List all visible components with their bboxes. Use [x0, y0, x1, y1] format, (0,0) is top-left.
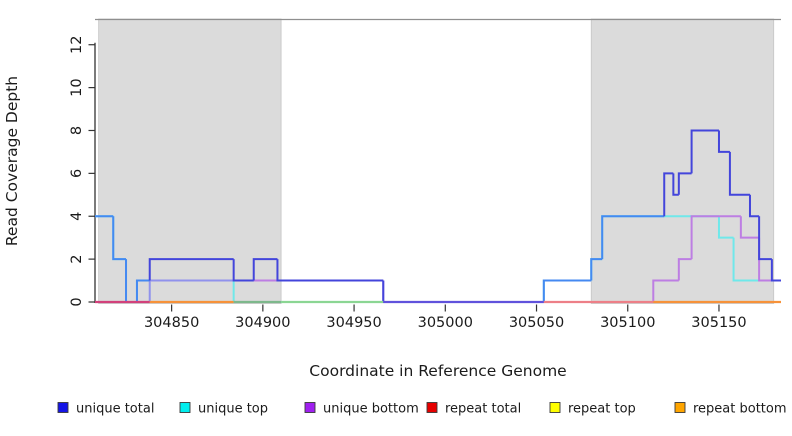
legend-swatch-unique-bottom — [304, 402, 316, 413]
series-line-unique-total — [728, 151, 750, 196]
x-tick-label: 304950 — [326, 315, 381, 331]
y-axis-title: Read Coverage Depth — [3, 76, 21, 246]
x-tick-label: 304850 — [144, 315, 199, 331]
legend-swatch-unique-total — [57, 402, 69, 413]
legend-label-unique-top: unique top — [198, 402, 268, 417]
x-tick-label: 305150 — [691, 315, 746, 331]
x-tick-label: 305050 — [509, 315, 564, 331]
series-line-unique-total — [748, 194, 760, 218]
series-line-unique-top — [717, 216, 734, 239]
legend-label-unique-total: unique total — [76, 402, 154, 417]
series-line-unique-total — [690, 129, 719, 174]
series-line-unique-top — [542, 279, 592, 302]
series-line-unique-total — [770, 259, 781, 282]
series-line-unique-total — [112, 216, 127, 261]
series-line-unique-total — [677, 172, 692, 195]
legend-swatch-unique-top — [179, 402, 191, 413]
y-tick-label: 8 — [69, 126, 85, 135]
legend-swatch-repeat-total — [426, 402, 438, 413]
series-line-unique-total — [542, 279, 592, 302]
x-tick-label: 304900 — [235, 315, 290, 331]
legend-label-repeat-bottom: repeat bottom — [693, 402, 787, 417]
legend-label-repeat-total: repeat total — [445, 402, 521, 417]
series-line-unique-total — [672, 173, 679, 196]
series-line-unique-total — [758, 216, 772, 261]
series-line-unique-total — [148, 258, 234, 281]
series-line-unique-total — [276, 259, 384, 282]
series-line-unique-bottom — [690, 215, 741, 260]
series-line-unique-total — [382, 280, 544, 303]
y-tick-label: 12 — [69, 36, 85, 54]
legend-label-repeat-top: repeat top — [568, 402, 636, 417]
repeat-region — [590, 18, 775, 304]
legend: unique total unique top unique bottom repea… — [57, 402, 787, 417]
legend-label-unique-bottom: unique bottom — [323, 402, 419, 417]
series-line-unique-total — [601, 215, 665, 260]
repeat-region-layer — [98, 18, 775, 304]
y-tick-label: 10 — [69, 78, 85, 96]
series-line-unique-total — [663, 172, 674, 217]
tick-layer: 304850 304900 304950 305000 305050 305100 3051… — [69, 36, 747, 331]
legend-swatch-repeat-top — [549, 402, 561, 413]
series-line-unique-total — [590, 258, 603, 281]
y-tick-label: 4 — [69, 212, 85, 221]
series-line-unique-total — [252, 258, 278, 281]
legend-swatch-repeat-bottom — [674, 402, 686, 413]
series-line-unique-bottom — [652, 279, 679, 302]
series-line-unique-total — [717, 130, 730, 153]
x-axis-title: Coordinate in Reference Genome — [309, 362, 566, 380]
y-tick-label: 2 — [69, 255, 85, 264]
x-tick-label: 305100 — [600, 315, 655, 331]
repeat-region — [98, 18, 282, 304]
series-line-unique-total — [232, 259, 254, 282]
y-tick-label: 6 — [69, 169, 85, 178]
series-line-unique-bottom — [739, 216, 760, 239]
x-tick-label: 305000 — [418, 315, 473, 331]
series-line-unique-bottom — [677, 258, 692, 281]
series-line-unique-total — [135, 279, 150, 302]
y-tick-label: 0 — [69, 297, 85, 306]
